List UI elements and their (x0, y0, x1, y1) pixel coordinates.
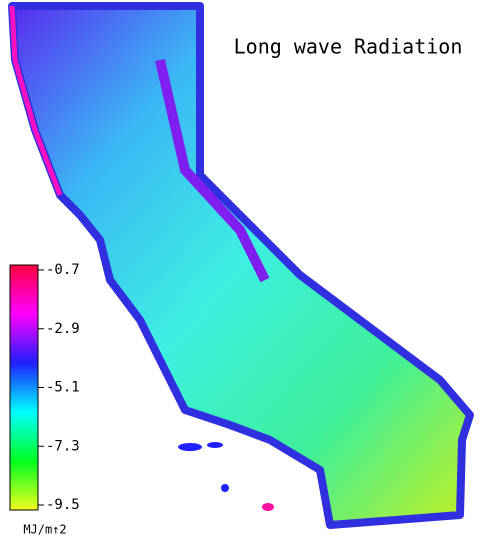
island (262, 503, 274, 511)
island (207, 442, 223, 448)
tick-label: -2.9 (46, 321, 80, 337)
mountain-highlight (155, 58, 270, 283)
island (221, 484, 229, 492)
map-title: Long wave Radiation (234, 35, 463, 59)
coast-highlight (9, 5, 63, 196)
tick-label: -7.3 (46, 438, 80, 454)
state-shape (8, 2, 474, 529)
island (178, 443, 202, 451)
colorbar-unit: MJ/m↑2 (23, 523, 66, 537)
tick-label: -9.5 (46, 497, 80, 513)
colorbar (9, 264, 39, 511)
tick-label: -5.1 (46, 380, 80, 396)
california-map (8, 2, 474, 529)
tick-label: -0.7 (46, 262, 80, 278)
